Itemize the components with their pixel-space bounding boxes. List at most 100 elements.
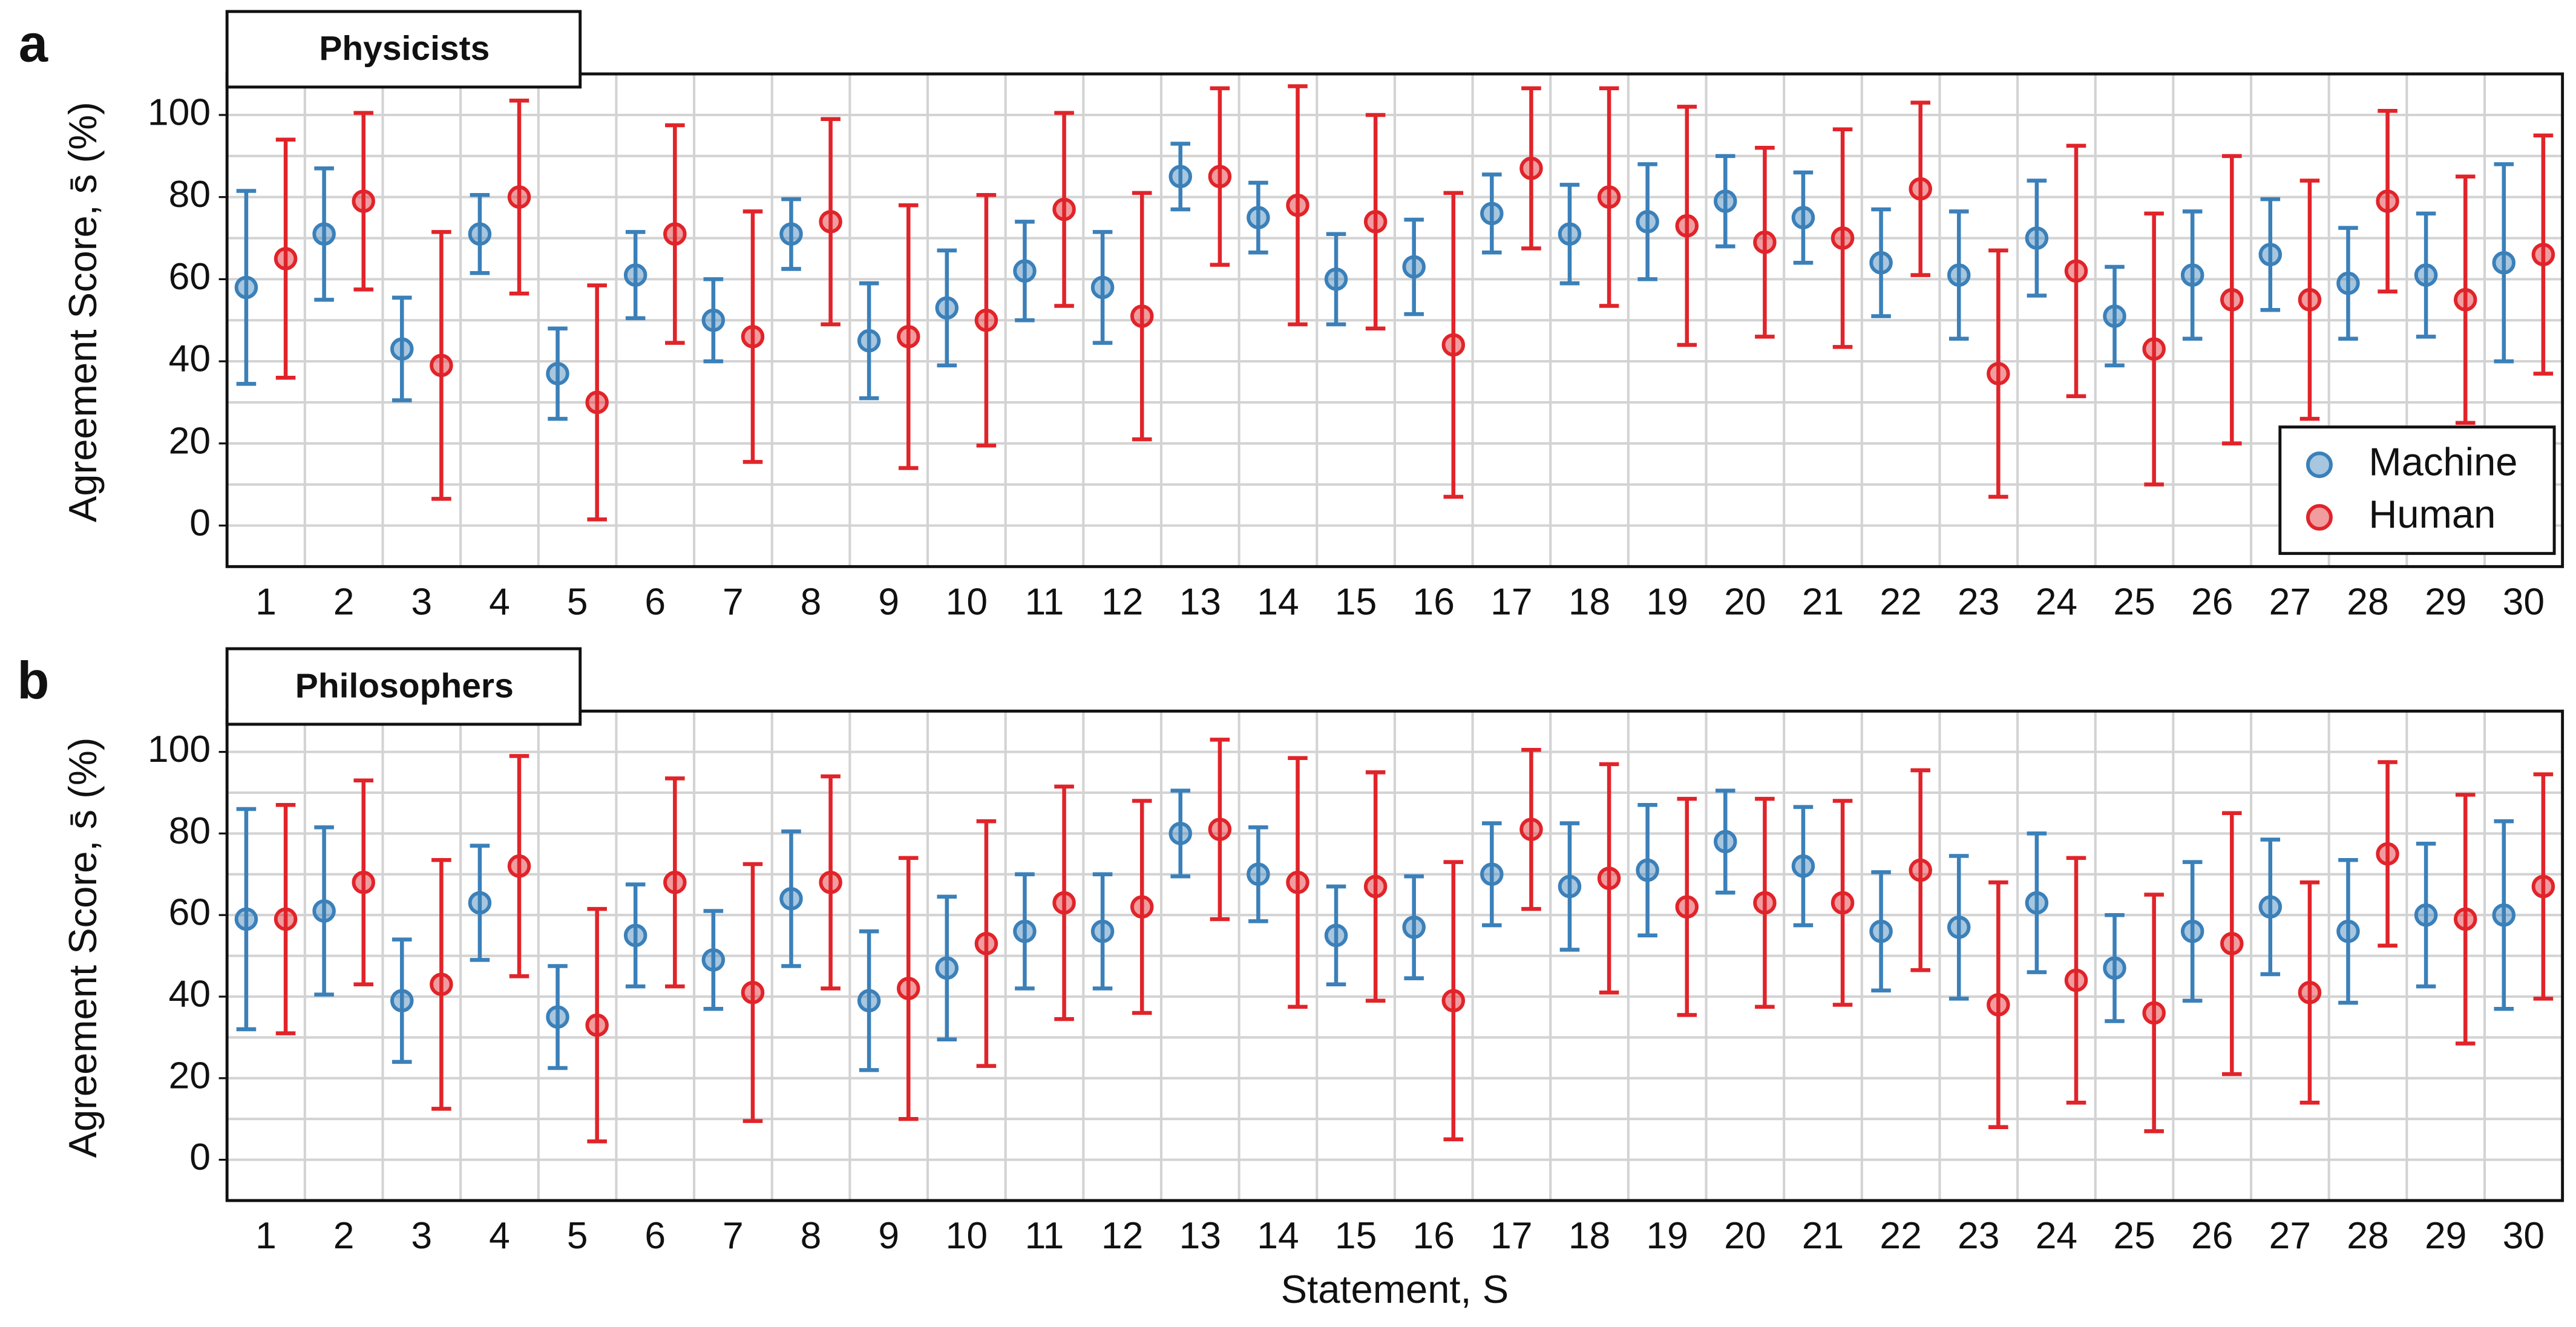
error-bar xyxy=(937,248,957,368)
marker xyxy=(857,989,881,1013)
error-bar xyxy=(2066,856,2086,1105)
error-bar xyxy=(2144,211,2164,487)
x-tick-label: 18 xyxy=(1568,1214,1610,1257)
error-bar xyxy=(1832,799,1853,1007)
x-tick-label: 8 xyxy=(801,580,822,623)
marker xyxy=(1324,267,1348,291)
error-bar xyxy=(392,937,412,1064)
x-tick-label: 14 xyxy=(1257,1214,1299,1257)
marker xyxy=(701,308,726,332)
marker xyxy=(2453,288,2477,312)
error-bar xyxy=(2338,226,2358,341)
x-tick-label: 11 xyxy=(1025,580,1064,623)
x-tick-label: 17 xyxy=(1490,580,1532,623)
marker xyxy=(1013,259,1037,283)
error-bar xyxy=(1755,796,1775,1009)
error-bar xyxy=(2105,264,2125,368)
error-bar xyxy=(1910,768,1930,972)
marker xyxy=(2064,968,2088,992)
error-bar xyxy=(1015,872,1035,991)
x-tick-label: 26 xyxy=(2191,580,2233,623)
marker xyxy=(1247,206,1270,229)
error-bar xyxy=(587,906,607,1144)
error-bar xyxy=(431,857,451,1111)
error-bar xyxy=(2222,154,2242,446)
x-tick-label: 3 xyxy=(411,580,432,623)
error-bar xyxy=(1482,821,1502,928)
marker xyxy=(974,932,998,955)
error-bar xyxy=(1793,170,1814,265)
marker xyxy=(1753,231,1777,254)
panel-title: Physicists xyxy=(319,29,490,68)
error-bar xyxy=(1054,784,1074,1021)
error-bar xyxy=(1832,127,1853,349)
marker xyxy=(2220,932,2244,955)
error-bar xyxy=(1210,738,1230,922)
x-tick-label: 29 xyxy=(2425,580,2466,623)
error-bar xyxy=(470,844,490,962)
marker xyxy=(234,275,258,300)
marker xyxy=(352,189,375,213)
marker xyxy=(2220,288,2244,312)
marker xyxy=(1909,858,1932,882)
error-bar xyxy=(1482,172,1502,255)
x-tick-label: 24 xyxy=(2036,1214,2077,1257)
marker xyxy=(2492,903,2516,927)
marker xyxy=(779,886,803,911)
error-bar xyxy=(1677,105,1697,347)
error-bar xyxy=(1599,86,1619,308)
marker xyxy=(312,222,336,246)
plot-border xyxy=(225,709,2565,1202)
x-tick-label: 28 xyxy=(2347,1214,2388,1257)
marker xyxy=(1675,214,1699,238)
x-tick-label: 9 xyxy=(878,1214,899,1257)
marker xyxy=(1791,854,1815,878)
error-bar xyxy=(1248,825,1268,923)
error-bar xyxy=(2533,772,2554,1001)
marker xyxy=(974,308,998,332)
marker xyxy=(819,210,842,234)
x-tick-label: 6 xyxy=(644,1214,666,1257)
panel-tab xyxy=(225,10,582,89)
legend-marker xyxy=(2306,503,2333,531)
x-tick-label: 1 xyxy=(255,1214,277,1257)
y-tick-label: 100 xyxy=(148,728,211,770)
marker xyxy=(1519,156,1543,180)
error-bar xyxy=(431,230,451,501)
marker xyxy=(468,222,492,246)
error-bar xyxy=(625,882,646,989)
marker xyxy=(2180,919,2204,943)
error-bar xyxy=(1715,154,1735,249)
error-bar xyxy=(2299,880,2320,1105)
error-bar xyxy=(2182,860,2203,1003)
marker xyxy=(1324,923,1348,948)
x-tick-label: 4 xyxy=(489,580,510,623)
error-bar xyxy=(976,193,997,448)
x-tick-label: 10 xyxy=(946,580,988,623)
x-tick-label: 21 xyxy=(1802,580,1844,623)
x-tick-label: 19 xyxy=(1646,1214,1688,1257)
marker xyxy=(2453,907,2477,931)
x-tick-label: 27 xyxy=(2269,580,2311,623)
legend-label: Machine xyxy=(2368,439,2517,483)
marker xyxy=(1363,874,1388,899)
error-bar xyxy=(859,929,879,1072)
error-bar xyxy=(314,825,334,997)
error-bar xyxy=(1637,162,1657,281)
marker xyxy=(1208,165,1232,189)
marker xyxy=(2258,243,2283,266)
marker xyxy=(1558,874,1582,899)
error-bar xyxy=(353,778,374,987)
marker xyxy=(1947,263,1971,287)
error-bar xyxy=(509,754,529,978)
error-bar xyxy=(1404,874,1424,980)
marker xyxy=(2103,304,2126,328)
error-bar xyxy=(821,774,841,991)
marker xyxy=(585,1013,609,1037)
marker xyxy=(2142,337,2166,361)
x-tick-label: 23 xyxy=(1958,580,1999,623)
marker xyxy=(1597,867,1621,890)
marker xyxy=(1090,275,1115,300)
x-tick-label: 2 xyxy=(333,1214,355,1257)
